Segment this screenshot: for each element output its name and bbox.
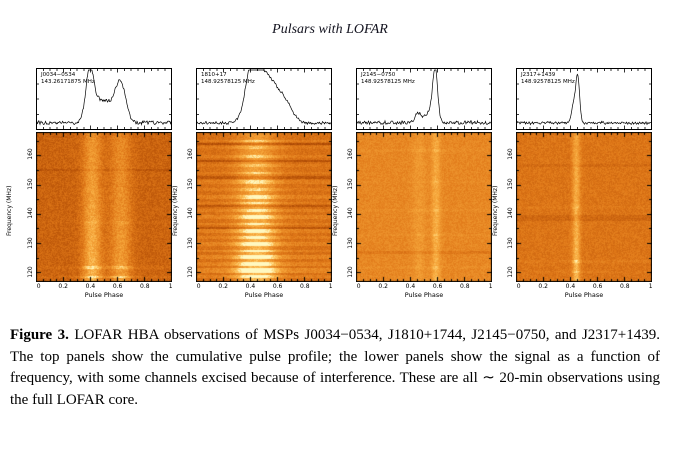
- pulse-profile-plot-1: [36, 68, 172, 130]
- y-axis-panel-4: Frequency (MHz) 160 150 140 130 120: [492, 68, 516, 299]
- pulse-profile-box-2: 1810+17 148.92578125 MHz: [196, 68, 332, 130]
- x-tick: 0.8: [300, 283, 310, 290]
- y-tick: 130: [507, 237, 514, 249]
- frequency-label: 148.92578125 MHz: [361, 78, 415, 85]
- x-axis-label: Pulse Phase: [564, 291, 604, 299]
- y-tick: 140: [507, 207, 514, 219]
- pulsar-panel-j0034: Frequency (MHz) 160 150 140 130 120 J003…: [6, 68, 173, 299]
- x-tick: 0.2: [378, 283, 388, 290]
- x-tick: 1: [488, 283, 493, 290]
- x-tick: 0.4: [245, 283, 256, 290]
- pulsar-name-label: J0034−0534: [41, 72, 76, 78]
- pulse-profile-box-3: J2145−0750 148.92578125 MHz: [356, 68, 492, 130]
- x-tick: 0.6: [112, 283, 123, 290]
- frequency-label: 143.26171875 MHz: [41, 78, 95, 85]
- x-tick: 0.2: [58, 283, 68, 290]
- pulsar-panel-j2145: Frequency (MHz) 160 150 140 130 120 J214…: [332, 68, 493, 299]
- caption-label: Figure 3.: [10, 327, 69, 343]
- x-tick: 0.8: [140, 283, 150, 290]
- pulse-profile-plot-2: [196, 68, 332, 130]
- x-tick: 0.2: [538, 283, 548, 290]
- x-tick: 1: [648, 283, 653, 290]
- x-tick: 0.4: [565, 283, 576, 290]
- y-tick: 150: [187, 178, 194, 190]
- y-tick: 150: [507, 178, 514, 190]
- pulsar-name-label: J2317+1439: [521, 72, 556, 78]
- y-tick: 140: [187, 207, 194, 219]
- x-axis-ticks-4: 0 0.2 0.4 0.6 0.8 1: [516, 282, 653, 291]
- y-tick: 160: [187, 148, 194, 160]
- pulse-profile-box-4: J2317+1439 148.92578125 MHz: [516, 68, 652, 130]
- x-axis-ticks-1: 0 0.2 0.4 0.6 0.8 1: [36, 282, 173, 291]
- x-tick: 0: [36, 283, 41, 290]
- x-axis-label: Pulse Phase: [84, 291, 124, 299]
- caption-text: LOFAR HBA observations of MSPs J0034−053…: [10, 327, 660, 408]
- x-tick: 0.4: [405, 283, 416, 290]
- y-tick: 130: [187, 237, 194, 249]
- y-tick: 120: [347, 266, 354, 278]
- y-axis-panel-2: Frequency (MHz) 160 150 140 130 120: [172, 68, 196, 299]
- x-tick: 0: [356, 283, 361, 290]
- y-axis-label: Frequency (MHz): [332, 185, 339, 236]
- figure-3: Frequency (MHz) 160 150 140 130 120 J003…: [6, 68, 673, 299]
- y-tick: 140: [27, 207, 34, 219]
- y-tick: 160: [507, 148, 514, 160]
- y-tick: 130: [27, 237, 34, 249]
- y-axis-label: Frequency (MHz): [6, 185, 13, 236]
- y-tick: 130: [347, 237, 354, 249]
- frequency-label: 148.92578125 MHz: [521, 78, 575, 85]
- pulsar-panel-j2317: Frequency (MHz) 160 150 140 130 120 J231…: [492, 68, 653, 299]
- x-tick: 0.4: [85, 283, 96, 290]
- y-axis-label: Frequency (MHz): [172, 185, 179, 236]
- pulsar-panel-j1810: Frequency (MHz) 160 150 140 130 120 1810…: [172, 68, 333, 299]
- x-tick: 0.8: [620, 283, 630, 290]
- x-tick: 1: [328, 283, 333, 290]
- x-axis-ticks-3: 0 0.2 0.4 0.6 0.8 1: [356, 282, 493, 291]
- frequency-label: 148.92578125 MHz: [201, 78, 255, 85]
- pulsar-name-label: 1810+17: [201, 72, 227, 78]
- x-tick: 0.6: [432, 283, 443, 290]
- pulse-profile-plot-3: [356, 68, 492, 130]
- x-tick: 0.8: [460, 283, 470, 290]
- spectrogram-plot-1: [36, 132, 172, 282]
- pulse-profile-box-1: J0034−0534 143.26171875 MHz: [36, 68, 172, 130]
- page-title: Pulsars with LOFAR: [272, 22, 388, 37]
- x-tick: 0: [516, 283, 521, 290]
- x-axis-label: Pulse Phase: [404, 291, 444, 299]
- x-tick: 0.2: [218, 283, 228, 290]
- spectrogram-plot-4: [516, 132, 652, 282]
- y-tick: 120: [27, 266, 34, 278]
- x-tick: 0.6: [272, 283, 283, 290]
- y-tick: 120: [187, 266, 194, 278]
- y-tick: 160: [347, 148, 354, 160]
- x-tick: 0: [196, 283, 201, 290]
- y-tick: 150: [27, 178, 34, 190]
- x-axis-ticks-2: 0 0.2 0.4 0.6 0.8 1: [196, 282, 333, 291]
- y-axis-panel-3: Frequency (MHz) 160 150 140 130 120: [332, 68, 356, 299]
- pulsar-name-label: J2145−0750: [361, 72, 396, 78]
- x-tick: 1: [168, 283, 173, 290]
- pulse-profile-plot-4: [516, 68, 652, 130]
- spectrogram-plot-3: [356, 132, 492, 282]
- y-tick: 120: [507, 266, 514, 278]
- y-axis-panel-1: Frequency (MHz) 160 150 140 130 120: [6, 68, 36, 299]
- figure-caption: Figure 3. LOFAR HBA observations of MSPs…: [10, 325, 660, 411]
- spectrogram-plot-2: [196, 132, 332, 282]
- y-tick: 140: [347, 207, 354, 219]
- x-tick: 0.6: [592, 283, 603, 290]
- x-axis-label: Pulse Phase: [244, 291, 284, 299]
- y-tick: 160: [27, 148, 34, 160]
- y-tick: 150: [347, 178, 354, 190]
- y-axis-label: Frequency (MHz): [492, 185, 499, 236]
